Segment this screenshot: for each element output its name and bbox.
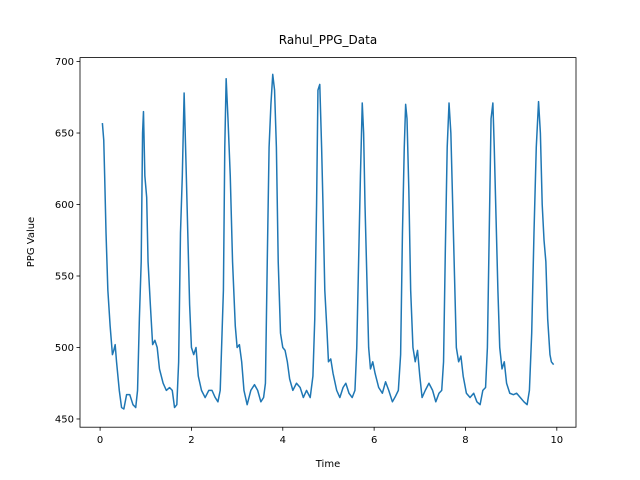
y-tick-label: 650 [55, 129, 74, 140]
y-tick-label: 500 [55, 343, 74, 354]
y-tick-label: 700 [55, 57, 74, 68]
x-tick-label: 8 [462, 435, 468, 446]
y-tick-label: 550 [55, 272, 74, 283]
data-line [101, 73, 555, 410]
x-tick-label: 2 [188, 435, 194, 446]
x-tick-label: 10 [550, 435, 563, 446]
x-tick-label: 0 [97, 435, 103, 446]
y-tick-label: 600 [55, 200, 74, 211]
x-tick-label: 4 [280, 435, 286, 446]
y-tick-label: 450 [55, 414, 74, 425]
chart-title: Rahul_PPG_Data [279, 33, 377, 47]
x-axis-label: Time [315, 459, 340, 470]
y-axis-label: PPG Value [26, 217, 37, 267]
axes-frame [79, 57, 577, 428]
x-tick-label: 6 [371, 435, 377, 446]
